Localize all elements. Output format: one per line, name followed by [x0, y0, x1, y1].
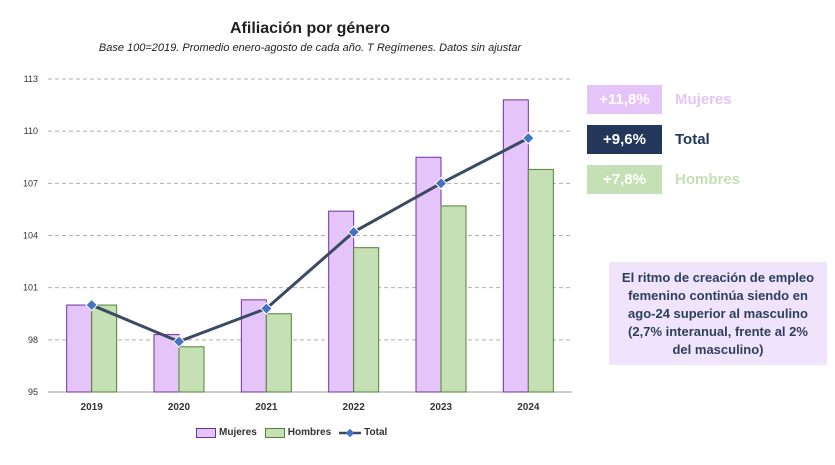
legend-swatch-total — [339, 428, 362, 437]
legend-swatch-hombres — [264, 427, 285, 438]
x-tick-label: 2022 — [343, 402, 366, 413]
bar-mujeres — [153, 334, 180, 393]
point-total — [172, 335, 186, 348]
bar-mujeres — [66, 304, 93, 393]
note-box: El ritmo de creación de empleo femenino … — [609, 262, 827, 365]
badge-label-hombres: Hombres — [675, 171, 741, 188]
legend-label-total: Total — [364, 427, 388, 438]
legend-label-mujeres: Mujeres — [219, 427, 257, 438]
x-tick-label: 2019 — [81, 402, 104, 413]
chart-legend: Mujeres Hombres Total — [196, 427, 395, 438]
y-tick-label: 110 — [24, 126, 38, 136]
bar-hombres — [91, 304, 118, 393]
badge-label-mujeres: Mujeres — [675, 91, 732, 108]
point-total — [434, 176, 448, 190]
point-total — [521, 131, 535, 145]
x-tick-label: 2020 — [168, 402, 191, 413]
y-tick-label: 107 — [23, 178, 38, 188]
point-total — [347, 225, 361, 239]
legend-label-hombres: Hombres — [287, 427, 332, 438]
bar-hombres — [265, 313, 292, 393]
y-tick-label: 101 — [23, 283, 38, 293]
y-tick-label: 113 — [24, 74, 38, 84]
bar-hombres — [527, 168, 554, 393]
legend-item-total: Total — [339, 427, 387, 438]
y-tick-label: 98 — [28, 335, 38, 345]
chart-subtitle: Base 100=2019. Promedio enero-agosto de … — [98, 42, 522, 54]
bar-mujeres — [328, 210, 355, 393]
point-total — [85, 298, 99, 312]
bar-hombres — [440, 205, 467, 393]
badge-hombres: +7,8% — [587, 165, 662, 194]
y-tick-label: 104 — [23, 231, 38, 241]
x-tick-label: 2021 — [255, 402, 278, 413]
badge-mujeres: +11,8% — [587, 85, 662, 114]
bar-mujeres — [415, 156, 442, 393]
x-tick-label: 2023 — [430, 402, 453, 413]
x-tick-label: 2024 — [517, 402, 540, 413]
legend-swatch-mujeres — [196, 427, 216, 438]
chart-title: Afiliación por género — [229, 20, 390, 37]
bar-hombres — [178, 346, 205, 393]
line-total — [91, 136, 530, 344]
badge-total: +9,6% — [587, 125, 662, 154]
legend-item-mujeres: Mujeres — [196, 427, 257, 438]
point-total — [259, 302, 273, 315]
bar-hombres — [353, 247, 380, 393]
legend-item-hombres: Hombres — [264, 427, 332, 438]
badge-label-total: Total — [675, 131, 710, 148]
y-tick-label: 95 — [28, 387, 38, 397]
